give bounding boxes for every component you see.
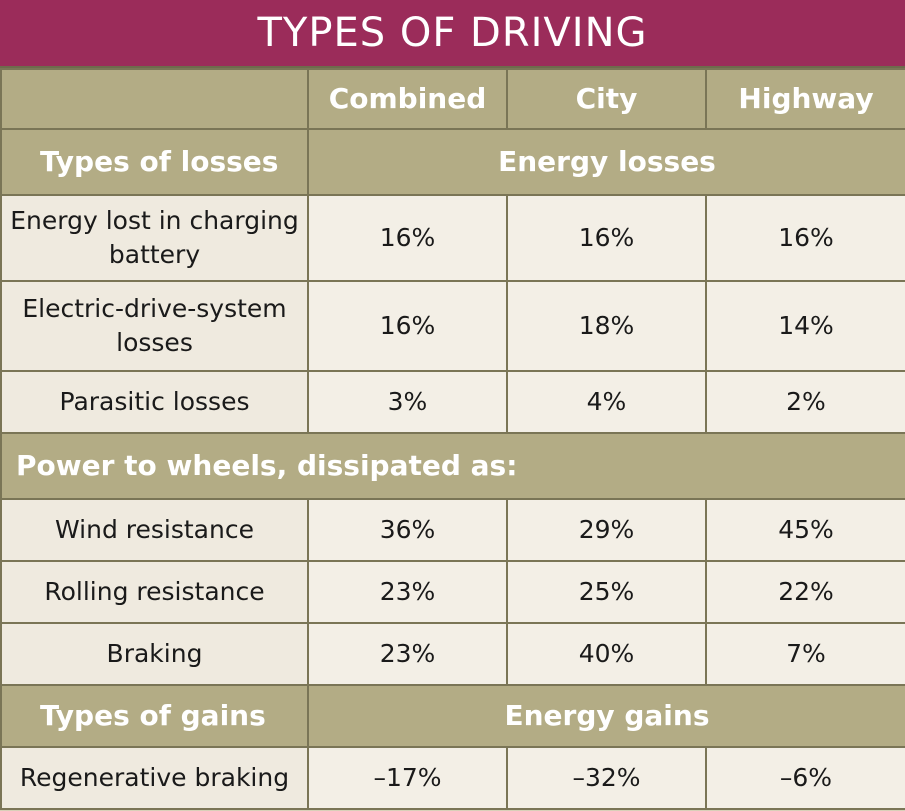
cell-city: 25% [506, 560, 707, 624]
cell-combined: 3% [307, 370, 508, 434]
column-header-empty [0, 68, 309, 130]
row-label: Parasitic losses [0, 370, 309, 434]
cell-combined: 16% [307, 194, 508, 282]
table-row: Energy lost in charging battery 16% 16% … [0, 194, 905, 282]
cell-highway: 45% [705, 498, 905, 562]
cell-city: 16% [506, 194, 707, 282]
cell-combined: 16% [307, 280, 508, 372]
page-title: TYPES OF DRIVING [0, 0, 905, 68]
column-header-city: City [506, 68, 707, 130]
losses-type-label: Types of losses [0, 128, 309, 196]
cell-highway: 14% [705, 280, 905, 372]
energy-table: Combined City Highway Types of losses En… [0, 68, 905, 810]
row-label: Electric-drive-system losses [0, 280, 309, 372]
cell-city: 40% [506, 622, 707, 686]
column-header-row: Combined City Highway [0, 68, 905, 130]
cell-highway: –6% [705, 746, 905, 810]
cell-highway: 16% [705, 194, 905, 282]
table-row: Regenerative braking –17% –32% –6% [0, 746, 905, 810]
cell-combined: –17% [307, 746, 508, 810]
cell-city: 29% [506, 498, 707, 562]
row-label: Energy lost in charging battery [0, 194, 309, 282]
cell-highway: 2% [705, 370, 905, 434]
losses-span-label: Energy losses [307, 128, 905, 196]
table-row: Rolling resistance 23% 25% 22% [0, 560, 905, 624]
wheels-section-row: Power to wheels, dissipated as: [0, 432, 905, 500]
losses-header-row: Types of losses Energy losses [0, 128, 905, 196]
cell-highway: 22% [705, 560, 905, 624]
cell-city: 4% [506, 370, 707, 434]
gains-span-label: Energy gains [307, 684, 905, 748]
cell-combined: 36% [307, 498, 508, 562]
row-label: Wind resistance [0, 498, 309, 562]
table-row: Parasitic losses 3% 4% 2% [0, 370, 905, 434]
cell-city: 18% [506, 280, 707, 372]
table-row: Braking 23% 40% 7% [0, 622, 905, 686]
row-label: Regenerative braking [0, 746, 309, 810]
column-header-highway: Highway [705, 68, 905, 130]
gains-type-label: Types of gains [0, 684, 309, 748]
cell-city: –32% [506, 746, 707, 810]
cell-combined: 23% [307, 622, 508, 686]
column-header-combined: Combined [307, 68, 508, 130]
cell-highway: 7% [705, 622, 905, 686]
row-label: Braking [0, 622, 309, 686]
wheels-section-label: Power to wheels, dissipated as: [0, 432, 905, 500]
cell-combined: 23% [307, 560, 508, 624]
gains-header-row: Types of gains Energy gains [0, 684, 905, 748]
table-row: Electric-drive-system losses 16% 18% 14% [0, 280, 905, 372]
table-row: Wind resistance 36% 29% 45% [0, 498, 905, 562]
row-label: Rolling resistance [0, 560, 309, 624]
